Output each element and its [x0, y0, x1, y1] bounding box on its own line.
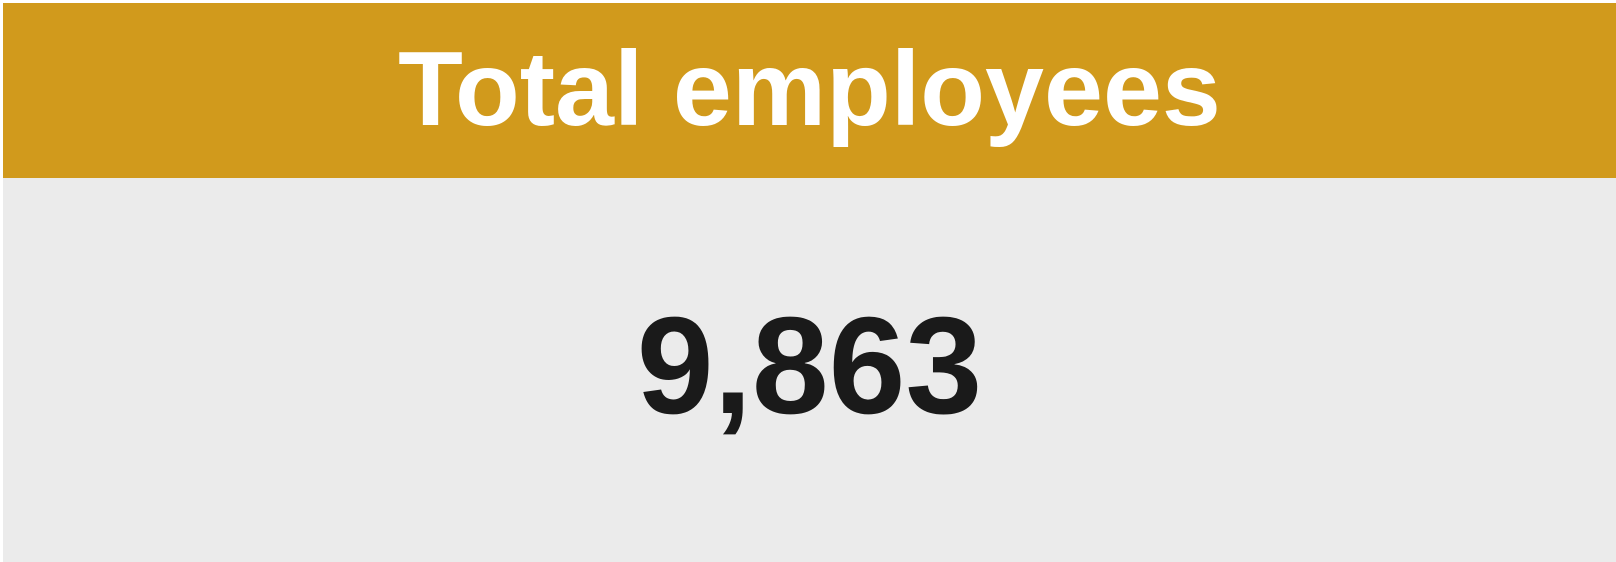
card-body: 9,863 — [3, 178, 1616, 562]
card-header: Total employees — [3, 3, 1616, 178]
card-title: Total employees — [398, 29, 1221, 148]
kpi-card: Total employees 9,863 — [3, 3, 1616, 562]
kpi-value: 9,863 — [636, 289, 983, 443]
